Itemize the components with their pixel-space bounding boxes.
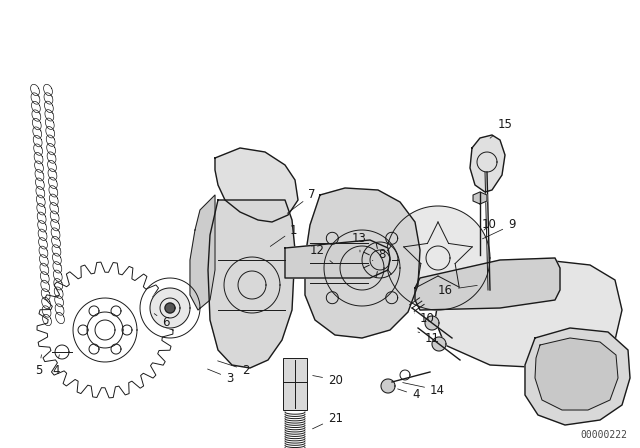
Polygon shape [535, 338, 618, 410]
Polygon shape [415, 258, 560, 310]
Polygon shape [305, 188, 420, 338]
Polygon shape [381, 379, 395, 393]
Text: 1: 1 [270, 224, 298, 246]
Text: 4: 4 [397, 388, 419, 401]
Polygon shape [470, 135, 505, 192]
Text: 15: 15 [490, 119, 513, 138]
Text: 6: 6 [154, 314, 170, 328]
Polygon shape [435, 260, 622, 368]
Text: 2: 2 [218, 361, 250, 376]
Polygon shape [190, 195, 215, 310]
Text: 16: 16 [438, 284, 477, 297]
Text: 13: 13 [352, 232, 367, 252]
Polygon shape [208, 200, 295, 368]
Polygon shape [165, 303, 175, 313]
Bar [283, 358, 307, 410]
Text: 4: 4 [52, 355, 60, 376]
Text: 21: 21 [312, 412, 343, 429]
Polygon shape [285, 240, 390, 278]
Polygon shape [215, 148, 298, 222]
Text: 14: 14 [403, 383, 445, 396]
Text: 20: 20 [313, 374, 343, 387]
Text: 10: 10 [482, 219, 497, 232]
Text: 11: 11 [418, 332, 440, 345]
Text: 00000222: 00000222 [580, 430, 627, 440]
Text: 12: 12 [310, 244, 333, 263]
Text: 9: 9 [483, 219, 515, 239]
Text: 7: 7 [287, 189, 316, 213]
Text: 3: 3 [207, 369, 234, 384]
Text: 10: 10 [415, 311, 435, 324]
Polygon shape [150, 288, 190, 328]
Polygon shape [386, 206, 490, 310]
Polygon shape [473, 192, 487, 204]
Text: 8: 8 [372, 249, 385, 262]
Text: 5: 5 [35, 355, 42, 376]
Polygon shape [525, 328, 630, 425]
Polygon shape [425, 316, 439, 330]
Polygon shape [432, 337, 446, 351]
